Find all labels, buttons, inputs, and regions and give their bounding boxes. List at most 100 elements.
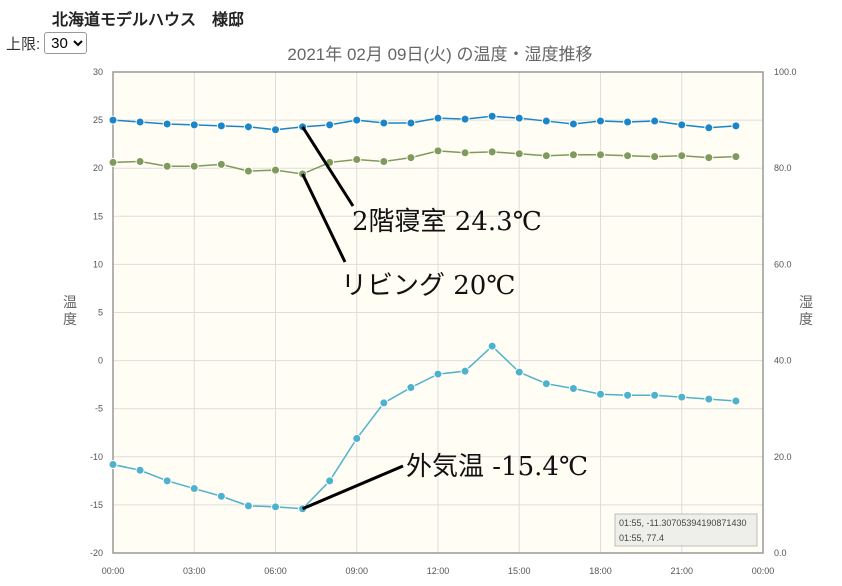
x-tick-label: 00:00 <box>752 566 775 576</box>
data-point-outdoor[interactable] <box>135 465 145 475</box>
annotation-label: 2階寝室 24.3℃ <box>352 207 542 237</box>
y-tick-label-right: 100.0 <box>774 67 797 77</box>
data-point-bedroom[interactable] <box>487 111 497 121</box>
data-point-living[interactable] <box>677 151 687 161</box>
data-point-outdoor[interactable] <box>352 434 362 444</box>
data-point-bedroom[interactable] <box>460 114 470 124</box>
data-point-living[interactable] <box>541 151 551 161</box>
data-point-bedroom[interactable] <box>108 115 118 125</box>
y-tick-label-right: 0.0 <box>774 548 787 558</box>
y-tick-label-right: 40.0 <box>774 356 792 366</box>
data-point-living[interactable] <box>623 151 633 161</box>
data-point-living[interactable] <box>487 147 497 157</box>
data-point-living[interactable] <box>243 166 253 176</box>
data-point-living[interactable] <box>731 152 741 162</box>
data-point-living[interactable] <box>352 155 362 165</box>
data-point-outdoor[interactable] <box>379 398 389 408</box>
data-point-bedroom[interactable] <box>731 121 741 131</box>
data-point-outdoor[interactable] <box>162 476 172 486</box>
data-point-outdoor[interactable] <box>271 502 280 512</box>
data-point-outdoor[interactable] <box>325 476 335 486</box>
annotation-line <box>301 464 404 511</box>
data-point-living[interactable] <box>433 146 443 156</box>
annotation-line <box>301 126 355 207</box>
y-tick-label-left: 25 <box>93 115 103 125</box>
data-point-living[interactable] <box>108 157 118 167</box>
data-point-bedroom[interactable] <box>189 120 199 130</box>
y-tick-label-left: 30 <box>93 67 103 77</box>
data-point-bedroom[interactable] <box>650 116 660 126</box>
data-point-living[interactable] <box>514 149 524 159</box>
data-point-outdoor[interactable] <box>216 491 226 501</box>
data-point-bedroom[interactable] <box>704 123 714 133</box>
y-tick-label-right: 20.0 <box>774 452 792 462</box>
data-point-living[interactable] <box>704 153 714 163</box>
data-point-outdoor[interactable] <box>514 367 524 377</box>
data-point-outdoor[interactable] <box>487 341 497 351</box>
chart-title: 2021年 02月 09日(火) の温度・湿度推移 <box>287 45 592 64</box>
y-tick-label-left: -20 <box>90 548 103 558</box>
data-point-living[interactable] <box>271 165 280 175</box>
data-point-bedroom[interactable] <box>568 119 578 129</box>
data-point-living[interactable] <box>216 159 226 169</box>
data-point-outdoor[interactable] <box>243 501 253 511</box>
y-tick-label-right: 60.0 <box>774 259 792 269</box>
data-point-bedroom[interactable] <box>541 116 551 126</box>
data-point-bedroom[interactable] <box>162 119 172 129</box>
y-tick-label-left: 15 <box>93 211 103 221</box>
limit-label: 上限: <box>6 35 41 53</box>
annotation-label: リビング 20℃ <box>341 271 515 301</box>
data-point-bedroom[interactable] <box>596 116 605 126</box>
data-point-living[interactable] <box>162 161 172 171</box>
data-point-bedroom[interactable] <box>243 122 253 132</box>
tooltip-line: 01:55, 77.4 <box>619 533 664 543</box>
data-point-bedroom[interactable] <box>623 117 633 127</box>
data-point-living[interactable] <box>650 152 660 162</box>
data-point-outdoor[interactable] <box>189 484 199 494</box>
data-point-living[interactable] <box>135 156 145 166</box>
data-point-outdoor[interactable] <box>108 459 118 469</box>
series-line-outdoor <box>112 345 736 510</box>
data-point-outdoor[interactable] <box>677 392 687 402</box>
limit-select[interactable]: 30 <box>44 32 88 54</box>
data-point-living[interactable] <box>596 150 605 160</box>
annotation-label: 外気温 -15.4℃ <box>406 452 588 482</box>
y-tick-label-right: 80.0 <box>774 163 792 173</box>
data-point-outdoor[interactable] <box>731 396 741 406</box>
y-tick-label-left: 20 <box>93 163 103 173</box>
x-tick-label: 15:00 <box>508 566 531 576</box>
data-point-outdoor[interactable] <box>596 389 605 399</box>
data-point-bedroom[interactable] <box>352 115 362 125</box>
y-tick-label-left: 5 <box>98 308 103 318</box>
limit-control: 上限: 30 <box>6 32 88 54</box>
data-point-bedroom[interactable] <box>677 120 687 130</box>
data-point-bedroom[interactable] <box>325 120 335 130</box>
data-point-outdoor[interactable] <box>704 394 714 404</box>
data-point-living[interactable] <box>568 150 578 160</box>
data-point-outdoor[interactable] <box>406 383 416 393</box>
data-point-bedroom[interactable] <box>406 118 416 128</box>
data-point-outdoor[interactable] <box>541 379 551 389</box>
y-axis-label-left: 温度 <box>63 294 77 327</box>
data-point-bedroom[interactable] <box>271 125 280 135</box>
data-point-outdoor[interactable] <box>568 383 578 393</box>
data-point-outdoor[interactable] <box>623 390 633 400</box>
data-point-outdoor[interactable] <box>433 369 443 379</box>
data-point-outdoor[interactable] <box>460 366 470 376</box>
data-point-bedroom[interactable] <box>514 113 524 123</box>
data-point-outdoor[interactable] <box>650 390 660 400</box>
data-point-living[interactable] <box>460 148 470 158</box>
data-point-living[interactable] <box>406 153 416 163</box>
tooltip-box <box>614 513 758 547</box>
y-tick-label-left: 0 <box>98 356 103 366</box>
x-tick-label: 18:00 <box>589 566 612 576</box>
y-tick-label-left: 10 <box>93 259 103 269</box>
data-point-bedroom[interactable] <box>433 113 443 123</box>
data-point-bedroom[interactable] <box>216 121 226 131</box>
data-point-living[interactable] <box>379 156 389 166</box>
data-point-bedroom[interactable] <box>379 118 389 128</box>
data-point-living[interactable] <box>189 161 199 171</box>
data-point-bedroom[interactable] <box>135 117 145 127</box>
x-tick-label: 09:00 <box>345 566 368 576</box>
